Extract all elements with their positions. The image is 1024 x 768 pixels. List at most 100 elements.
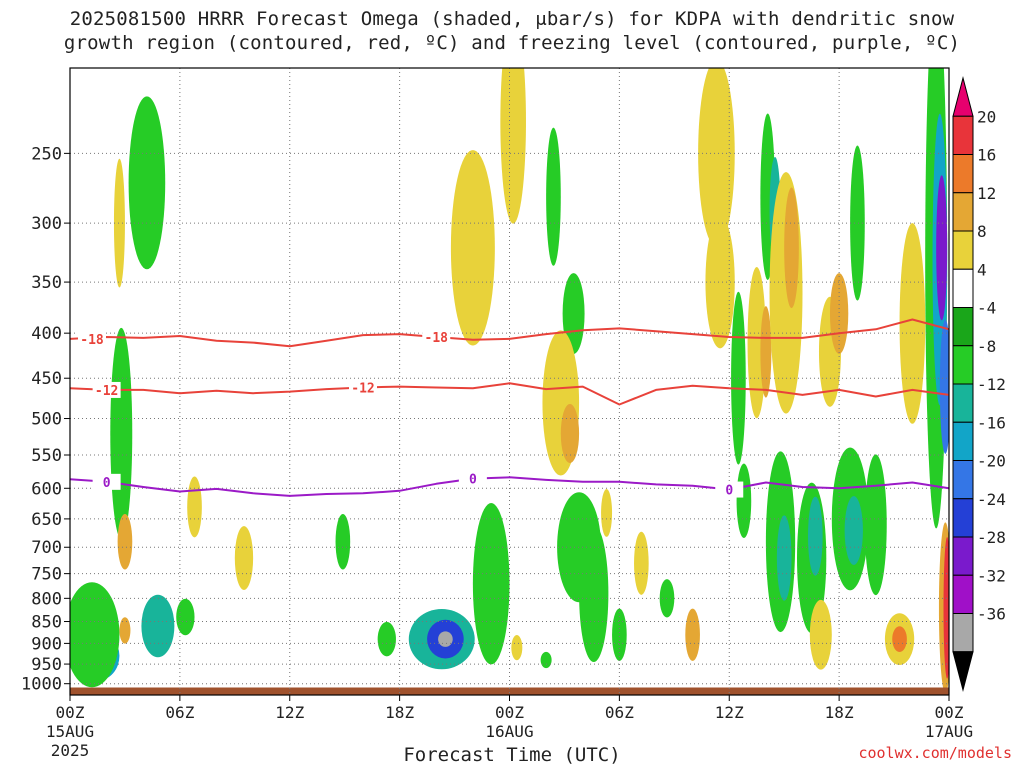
colorbar-band-10 [952,460,974,500]
colorbar-label-8: -16 [977,413,1006,432]
colorbar-label-1: 16 [977,146,996,165]
y-tick-label-350: 350 [31,273,62,293]
colorbar-band-8 [952,383,974,423]
omega-region-11 [335,513,351,570]
y-tick-label-900: 900 [31,634,62,654]
omega-region-29 [634,531,649,595]
contour-label-bg-0-0 [78,330,106,347]
y-tick-label-750: 750 [31,565,62,585]
chart-title-line-1: 2025081500 HRRR Forecast Omega (shaded, … [69,8,955,30]
y-tick-label-600: 600 [31,479,62,499]
omega-region-52 [864,454,887,596]
contour-lines: -18 -18 -12 -12 0 0 0 [70,318,949,499]
colorbar-label-4: 4 [977,260,987,279]
y-tick-label-450: 450 [31,369,62,389]
contour-label-bg-0-1 [422,328,451,345]
omega-region-55 [899,223,926,424]
x-tick-label-1: 06Z [165,703,194,722]
x-tick-label-6: 12Z [715,703,744,722]
x-tick-date-8: 17AUG [925,722,973,741]
omega-region-35 [736,463,752,538]
colorbar-label-7: -12 [977,375,1006,394]
contour-label-0-1: -18 [425,331,449,346]
colorbar-band-9 [952,421,974,461]
colorbar-band-13 [952,574,974,614]
omega-region-1 [70,582,120,688]
y-axis: 2503003504004505005506006507007508008509… [21,144,70,695]
colorbar-band-14 [952,613,974,653]
colorbar-bottom-arrow [952,651,974,692]
omega-region-12 [377,621,396,657]
omega-region-27 [612,608,627,661]
y-tick-label-850: 850 [31,613,62,633]
omega-region-36 [747,266,766,419]
x-tick-label-4: 00Z [495,703,524,722]
omega-region-19 [511,634,523,661]
contour-label-2-2: 0 [725,484,733,499]
x-tick-year-0: 2025 [51,741,90,760]
omega-region-28 [601,489,613,537]
y-tick-label-400: 400 [31,324,62,344]
omega-region-2 [110,327,133,540]
x-tick-label-7: 18Z [825,703,854,722]
y-tick-label-500: 500 [31,410,62,430]
colorbar-band-1 [952,115,974,155]
omega-shading [70,68,949,694]
grid-lines [69,68,950,695]
ground-terrain [70,687,949,695]
y-tick-label-550: 550 [31,446,62,466]
omega-region-9 [187,476,202,538]
site-credit: coolwx.com/models [858,744,1012,762]
contour-label-bg-1-1 [349,379,377,396]
contour-label-1-0: -12 [95,384,118,399]
contour-label-0-0: -18 [80,333,104,348]
omega-region-58 [936,175,948,321]
x-tick-label-8: 00Z [935,703,964,722]
colorbar-label-13: -36 [977,605,1006,624]
omega-region-18 [450,150,495,346]
colorbar-label-0: 20 [977,107,996,126]
x-tick-label-3: 18Z [385,703,414,722]
contour-line-1 [70,382,949,406]
omega-region-59 [939,319,949,454]
omega-region-50 [850,145,865,301]
colorbar-label-12: -32 [977,566,1006,585]
y-tick-label-650: 650 [31,510,62,530]
colorbar: 20 16 12 8 4 -4 -8 -12 -16 -20 -24 -28 -32 -36 [952,76,1006,692]
omega-region-51 [829,273,849,354]
omega-region-6 [117,513,133,570]
omega-region-45 [807,496,823,576]
colorbar-band-4 [952,230,974,270]
x-tick-date-4: 16AUG [485,722,533,741]
omega-region-15 [438,631,453,647]
contour-label-bg-2-2 [715,481,744,498]
x-axis-title: Forecast Time (UTC) [403,744,621,766]
colorbar-label-2: 12 [977,184,996,203]
y-tick-label-1000: 1000 [21,675,62,695]
colorbar-label-10: -24 [977,490,1006,509]
contour-line-2 [70,476,949,497]
contour-label-2-1: 0 [469,473,477,488]
y-tick-label-800: 800 [31,589,62,609]
colorbar-band-5 [952,268,974,308]
colorbar-label-5: -4 [977,299,996,318]
omega-region-24 [560,404,580,464]
omega-region-47 [809,599,832,670]
chart-title-line-2: growth region (contoured, red, ºC) and f… [63,32,961,54]
colorbar-label-9: -20 [977,452,1006,471]
x-tick-date-0: 15AUG [46,722,94,741]
omega-region-41 [784,187,799,309]
contour-label-1-1: -12 [351,381,374,396]
x-tick-label-0: 00Z [56,703,85,722]
ground-layer [70,687,949,695]
omega-region-61 [943,537,949,679]
contour-label-bg-2-1 [458,470,487,487]
colorbar-label-6: -8 [977,337,996,356]
colorbar-band-3 [952,192,974,232]
omega-region-33 [705,215,735,349]
omega-region-43 [776,515,792,601]
omega-region-20 [546,127,561,266]
y-tick-label-250: 250 [31,144,62,164]
contour-label-2-0: 0 [103,476,111,491]
